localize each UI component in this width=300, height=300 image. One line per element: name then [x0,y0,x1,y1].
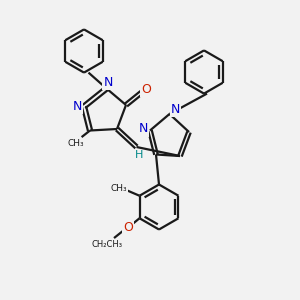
Text: CH₃: CH₃ [110,184,127,193]
Text: CH₃: CH₃ [68,139,85,148]
Text: O: O [123,221,133,234]
Text: H: H [135,150,143,161]
Text: N: N [139,122,148,136]
Text: N: N [171,103,180,116]
Text: CH₂CH₃: CH₂CH₃ [91,240,122,249]
Text: O: O [141,83,151,96]
Text: N: N [73,100,82,113]
Text: N: N [103,76,113,89]
